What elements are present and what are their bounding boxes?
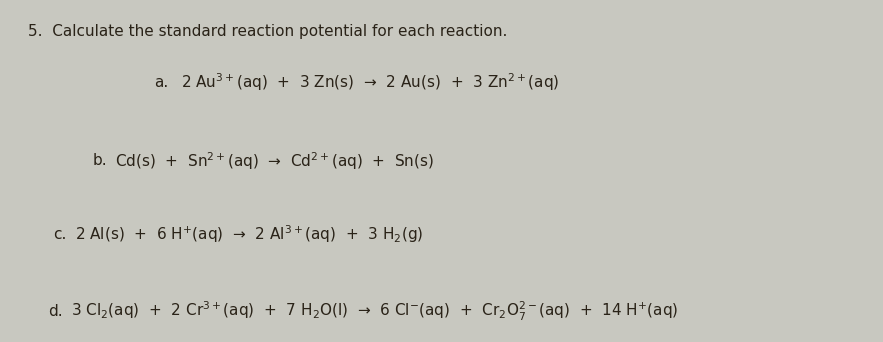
Text: 5.  Calculate the standard reaction potential for each reaction.: 5. Calculate the standard reaction poten… (28, 24, 508, 39)
Text: 2 Al(s)  +  6 H$^{+}$(aq)  →  2 Al$^{3+}$(aq)  +  3 H$_2$(g): 2 Al(s) + 6 H$^{+}$(aq) → 2 Al$^{3+}$(aq… (75, 223, 423, 245)
Text: 2 Au$^{3+}$(aq)  +  3 Zn(s)  →  2 Au(s)  +  3 Zn$^{2+}$(aq): 2 Au$^{3+}$(aq) + 3 Zn(s) → 2 Au(s) + 3 … (181, 71, 559, 93)
Text: c.: c. (53, 227, 66, 242)
Text: d.: d. (49, 304, 64, 319)
Text: a.: a. (155, 75, 169, 90)
Text: b.: b. (93, 153, 108, 168)
Text: 3 Cl$_2$(aq)  +  2 Cr$^{3+}$(aq)  +  7 H$_2$O(l)  →  6 Cl$^{-}$(aq)  +  Cr$_2$O$: 3 Cl$_2$(aq) + 2 Cr$^{3+}$(aq) + 7 H$_2$… (71, 300, 678, 323)
Text: Cd(s)  +  Sn$^{2+}$(aq)  →  Cd$^{2+}$(aq)  +  Sn(s): Cd(s) + Sn$^{2+}$(aq) → Cd$^{2+}$(aq) + … (115, 150, 434, 172)
